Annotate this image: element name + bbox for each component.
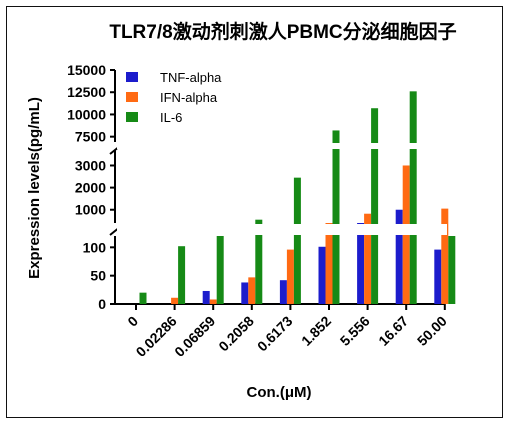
bar-ifn-alpha	[364, 213, 372, 304]
y-tick-label: 1000	[75, 202, 106, 218]
bar-ifn-alpha	[209, 299, 217, 304]
y-tick-label: 12500	[67, 84, 106, 100]
bar-il-6	[139, 292, 147, 304]
bar-il-6	[371, 108, 379, 304]
y-axis-title: Expression levels(pg/mL)	[26, 97, 43, 279]
bar-tnf-alpha	[357, 223, 365, 304]
bar-ifn-alpha	[171, 297, 179, 304]
legend: TNF-alpha IFN-alpha IL-6	[126, 70, 222, 125]
bar-tnf-alpha	[202, 290, 210, 304]
bar-tnf-alpha	[434, 249, 442, 304]
bar-ifn-alpha	[248, 277, 256, 304]
y-tick-label: 3000	[75, 157, 106, 173]
bar-il-6	[178, 246, 186, 304]
chart-title: TLR7/8激动剂刺激人PBMC分泌细胞因子	[109, 20, 456, 43]
bar-tnf-alpha	[395, 209, 403, 304]
y-tick-label: 50	[90, 268, 106, 284]
legend-swatch-ifn-alpha	[126, 92, 138, 102]
x-tick-label: 16.67	[375, 313, 411, 349]
bar-ifn-alpha	[325, 223, 333, 304]
y-tick-label: 7500	[75, 129, 106, 145]
y-tick-label: 2000	[75, 180, 106, 196]
x-tick-label: 0	[124, 313, 141, 330]
bar-il-6	[448, 236, 456, 304]
legend-label-il-6: IL-6	[160, 110, 182, 125]
axis-break-gap	[117, 224, 447, 235]
y-tick-label: 15000	[67, 62, 106, 78]
x-tick-label: 0.6173	[254, 313, 296, 355]
bar-il-6	[255, 219, 263, 304]
x-tick-label: 0.2058	[215, 313, 257, 355]
bar-il-6	[293, 177, 301, 304]
legend-label-tnf-alpha: TNF-alpha	[160, 70, 222, 85]
plot-area: 050100100020003000750010000125001500000.…	[67, 62, 456, 360]
y-tick-label: 0	[98, 296, 106, 312]
bar-il-6	[332, 130, 340, 304]
y-tick-label: 10000	[67, 106, 106, 122]
bar-ifn-alpha	[286, 249, 294, 304]
legend-swatch-il-6	[126, 112, 138, 122]
x-tick-label: 0.02286	[133, 313, 180, 360]
legend-label-ifn-alpha: IFN-alpha	[160, 90, 218, 105]
bar-tnf-alpha	[279, 280, 287, 304]
x-tick-label: 5.556	[337, 313, 373, 349]
x-tick-label: 1.852	[298, 313, 334, 349]
x-tick-label: 50.00	[414, 313, 450, 349]
x-axis-title: Con.(μM)	[247, 384, 312, 401]
x-tick-label: 0.06859	[171, 313, 218, 360]
chart-frame	[6, 6, 503, 418]
axis-break-gap	[117, 143, 447, 149]
legend-swatch-tnf-alpha	[126, 72, 138, 82]
bar-ifn-alpha	[441, 208, 449, 304]
bar-tnf-alpha	[318, 246, 326, 304]
bar-il-6	[216, 236, 224, 304]
bar-il-6	[409, 91, 417, 304]
bar-tnf-alpha	[241, 282, 249, 304]
y-tick-label: 100	[83, 239, 107, 255]
